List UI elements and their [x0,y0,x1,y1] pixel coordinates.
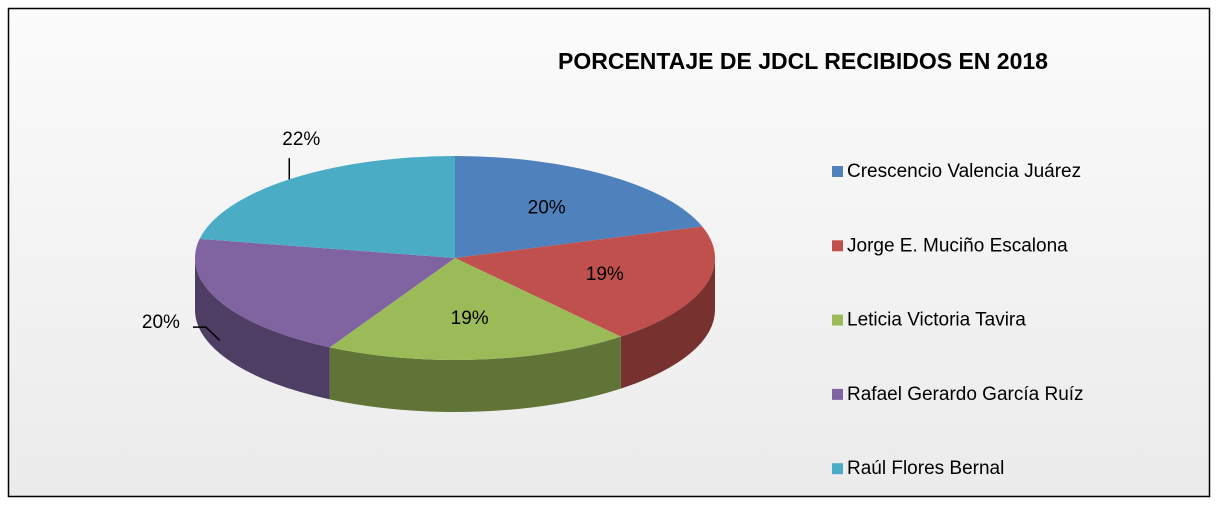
legend-label: Leticia Victoria Tavira [847,310,1026,331]
pie-slice [455,156,703,258]
chart-title: PORCENTAJE DE JDCL RECIBIDOS EN 2018 [558,48,1048,74]
legend-swatch [832,388,843,400]
data-label: 20% [142,312,180,333]
legend-label: Rafael Gerardo García Ruíz [847,384,1084,405]
legend-label: Crescencio Valencia Juárez [847,161,1081,182]
pie-slice [455,226,716,337]
data-label: 19% [451,308,489,329]
legend-swatch [832,240,843,252]
legend-swatch [832,463,843,475]
legend-swatch [832,314,843,326]
pie-slice-side [329,336,621,412]
pie-slice-side [620,258,715,389]
data-label: 19% [586,264,624,285]
legend-label: Raúl Flores Bernal [847,458,1004,479]
pie-slice [195,238,455,348]
pie-slice [199,156,455,258]
legend-swatch [832,166,843,177]
legend-label: Jorge E. Muciño Escalona [847,235,1068,256]
pie-slice [329,258,621,360]
data-label: 22% [282,129,320,150]
leader-line [192,326,221,341]
data-label: 20% [528,198,566,219]
pie-slice-side [195,258,330,400]
